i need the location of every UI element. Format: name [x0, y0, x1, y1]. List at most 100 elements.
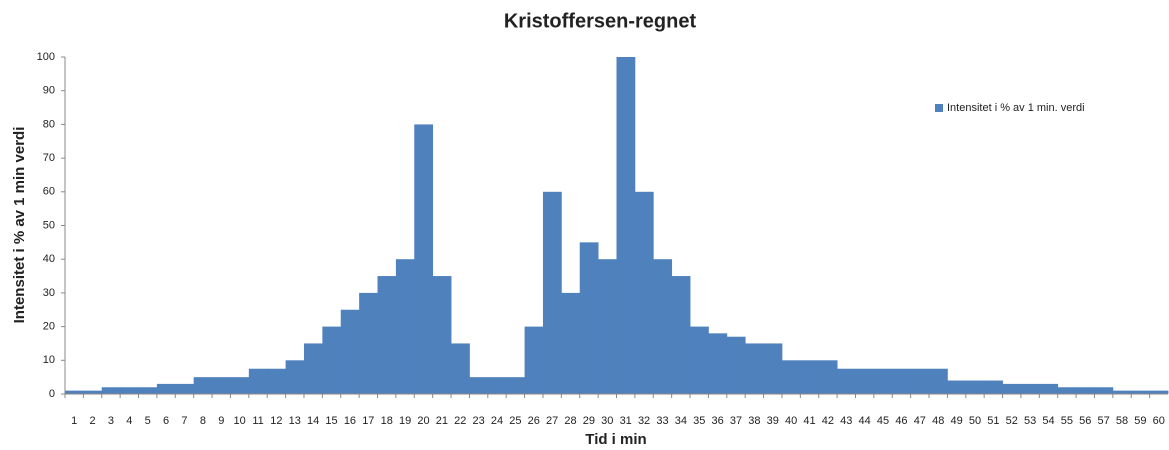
- bar: [487, 377, 507, 394]
- y-tick-label: 70: [43, 152, 55, 164]
- x-tick-label: 8: [200, 415, 206, 427]
- y-tick-label: 30: [43, 287, 55, 299]
- bar: [726, 336, 746, 394]
- x-tick-label: 16: [344, 415, 356, 427]
- x-tick-label: 15: [325, 415, 337, 427]
- bar: [506, 377, 525, 394]
- x-tick-label: 1: [71, 415, 77, 427]
- bar: [285, 360, 305, 394]
- y-tick-label: 20: [43, 321, 55, 333]
- bar: [598, 259, 617, 394]
- bar: [303, 343, 323, 394]
- x-tick-label: 50: [969, 415, 981, 427]
- chart-title: Kristoffersen-regnet: [504, 10, 697, 32]
- bar: [322, 326, 342, 394]
- bar: [855, 368, 875, 394]
- bar: [542, 191, 562, 394]
- x-tick-label: 5: [145, 415, 151, 427]
- bar: [469, 377, 489, 394]
- bar: [175, 383, 195, 394]
- bar: [763, 343, 783, 394]
- x-tick-label: 41: [803, 415, 815, 427]
- bar: [83, 390, 103, 394]
- x-axis-title: Tid i min: [585, 431, 646, 448]
- bar: [248, 368, 268, 394]
- y-tick-label: 100: [37, 51, 55, 63]
- y-tick-label: 40: [43, 253, 55, 265]
- bar: [579, 242, 599, 394]
- x-tick-label: 35: [693, 415, 705, 427]
- x-tick-label: 52: [1006, 415, 1018, 427]
- x-tick-label: 54: [1042, 415, 1054, 427]
- bar: [340, 309, 360, 394]
- x-tick-label: 26: [528, 415, 540, 427]
- x-tick-label: 44: [859, 415, 871, 427]
- x-tick-label: 2: [90, 415, 96, 427]
- bar: [818, 360, 838, 394]
- x-tick-label: 48: [932, 415, 944, 427]
- x-tick-label: 7: [181, 415, 187, 427]
- x-tick-label: 14: [307, 415, 319, 427]
- bar: [1020, 383, 1040, 394]
- legend-swatch: [935, 104, 943, 112]
- bar: [414, 124, 434, 395]
- x-tick-label: 6: [163, 415, 169, 427]
- y-tick-label: 10: [43, 354, 55, 366]
- bar: [212, 377, 231, 394]
- bar: [65, 390, 84, 394]
- bar: [671, 276, 691, 394]
- x-tick-label: 13: [289, 415, 301, 427]
- x-tick-label: 43: [840, 415, 852, 427]
- bar: [395, 259, 415, 394]
- x-tick-label: 29: [583, 415, 595, 427]
- bar: [965, 380, 985, 394]
- x-tick-label: 49: [950, 415, 962, 427]
- x-tick-label: 10: [234, 415, 246, 427]
- x-tick-label: 22: [454, 415, 466, 427]
- bar: [193, 377, 213, 394]
- x-tick-label: 30: [601, 415, 613, 427]
- y-tick-label: 60: [43, 186, 55, 198]
- x-tick-label: 21: [436, 415, 448, 427]
- bar: [892, 368, 912, 394]
- x-tick-label: 42: [822, 415, 834, 427]
- x-tick-label: 57: [1098, 415, 1110, 427]
- bar: [800, 360, 820, 394]
- x-tick-label: 47: [914, 415, 926, 427]
- bar: [873, 368, 893, 394]
- x-tick-label: 27: [546, 415, 558, 427]
- x-tick-label: 18: [381, 415, 393, 427]
- bar: [1076, 387, 1095, 394]
- x-tick-label: 33: [656, 415, 668, 427]
- bar: [432, 276, 452, 394]
- bar: [984, 380, 1003, 394]
- bar: [138, 387, 158, 394]
- x-tick-label: 24: [491, 415, 503, 427]
- bar: [359, 292, 378, 394]
- x-tick-label: 23: [473, 415, 485, 427]
- x-tick-label: 46: [895, 415, 907, 427]
- bar: [156, 383, 176, 394]
- x-tick-label: 60: [1153, 415, 1165, 427]
- x-tick-label: 28: [564, 415, 576, 427]
- bar: [1057, 387, 1077, 394]
- x-tick-label: 37: [730, 415, 742, 427]
- bar: [690, 326, 709, 394]
- x-tick-label: 51: [987, 415, 999, 427]
- x-tick-label: 19: [399, 415, 411, 427]
- x-tick-label: 38: [748, 415, 760, 427]
- bar: [929, 368, 948, 394]
- bar: [101, 387, 121, 394]
- bar: [377, 276, 397, 394]
- x-tick-label: 11: [252, 415, 263, 427]
- bar: [1131, 390, 1151, 394]
- bar: [653, 259, 673, 394]
- x-tick-label: 39: [767, 415, 779, 427]
- bar: [561, 292, 581, 394]
- x-tick-label: 20: [417, 415, 429, 427]
- y-tick-label: 50: [43, 219, 55, 231]
- bar: [745, 343, 764, 394]
- x-tick-label: 34: [675, 415, 687, 427]
- x-tick-label: 31: [620, 415, 632, 427]
